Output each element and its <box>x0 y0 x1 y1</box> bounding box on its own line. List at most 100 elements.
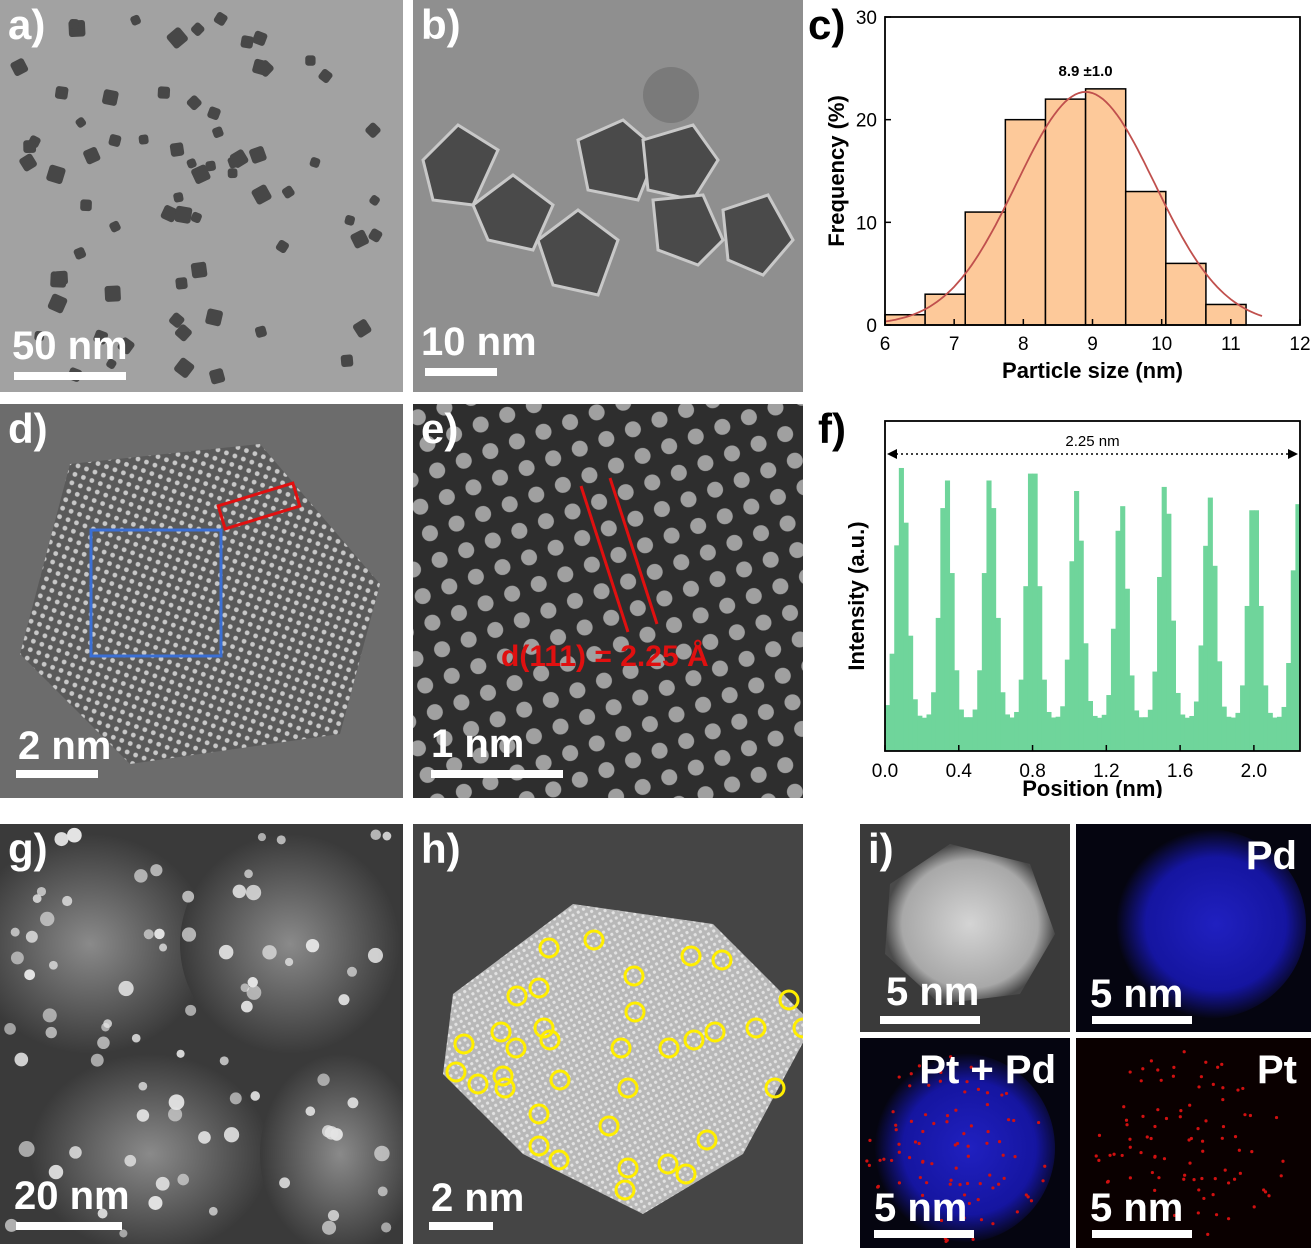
histogram-bar <box>1124 190 1167 326</box>
pt-signal-dot <box>1141 1067 1145 1071</box>
scale-bar-label-h: 2 nm <box>431 1176 525 1220</box>
pt-signal-dot <box>962 1216 966 1220</box>
profile-bar <box>1189 715 1195 751</box>
pt-signal-dot <box>923 1113 928 1117</box>
pt-signal-dot <box>954 1166 958 1170</box>
pt-signal-dot <box>1197 1188 1201 1192</box>
pt-signal-dot <box>1029 1199 1034 1203</box>
profile-bar <box>1161 486 1167 751</box>
profile-bar <box>949 573 955 751</box>
scale-bar-h <box>429 1222 493 1230</box>
nanoparticle <box>227 168 238 179</box>
panel-c-size-histogram: c) 6 7 8 9 10 11 12 0 10 20 30 Particle size (nm) Fr… <box>806 0 1311 392</box>
nanoparticle <box>251 184 272 205</box>
nanoparticle <box>54 86 69 100</box>
single-atom-marker <box>598 1115 620 1137</box>
scale-bar-a <box>14 372 126 380</box>
pt-signal-dot <box>976 1087 981 1091</box>
pt-signal-dot <box>1043 1164 1047 1168</box>
pt-signal-dot <box>1172 1065 1176 1070</box>
single-atom-marker <box>683 1029 705 1051</box>
metal-nanoparticle <box>134 869 148 883</box>
profile-bar <box>926 714 932 751</box>
pt-signal-dot <box>971 1237 975 1242</box>
panel-b-tem-image: b) 10 nm <box>413 0 803 392</box>
pt-signal-dot <box>939 1070 943 1075</box>
pt-signal-dot <box>1139 1079 1143 1083</box>
nanoparticle <box>93 329 109 345</box>
metal-nanoparticle <box>317 1073 330 1086</box>
pt-signal-dot <box>909 1072 913 1076</box>
profile-bar <box>1180 714 1186 751</box>
metal-nanoparticle <box>247 977 258 988</box>
pt-signal-dot <box>1001 1153 1005 1157</box>
nanoparticle <box>281 185 295 199</box>
lattice-image <box>20 444 380 764</box>
nanoparticle <box>23 140 37 153</box>
nanoparticle <box>344 215 356 226</box>
scale-bar-i-0 <box>880 1016 980 1024</box>
span-annotation: 2.25 nm <box>1065 433 1119 450</box>
pt-signal-dot <box>969 1065 973 1069</box>
pt-signal-dot <box>1204 1060 1208 1064</box>
pt-signal-dot <box>1192 1178 1196 1182</box>
histogram-bar <box>1004 118 1047 326</box>
profile-bar <box>1092 715 1098 751</box>
pt-signal-dot <box>1013 1155 1017 1159</box>
metal-nanoparticle <box>154 928 165 940</box>
nanoparticle <box>80 199 92 212</box>
profile-bar <box>1055 716 1061 751</box>
pt-signal-dot <box>1197 1085 1201 1089</box>
profile-bar <box>1064 659 1070 751</box>
metal-nanoparticle <box>223 1127 240 1143</box>
pt-signal-dot <box>1252 1205 1256 1209</box>
metal-nanoparticle <box>90 1053 104 1067</box>
nanoparticle <box>368 228 383 243</box>
profile-bar <box>986 480 992 751</box>
scale-bar-i-3 <box>1092 1230 1192 1238</box>
metal-nanoparticle <box>24 969 36 981</box>
fit-annotation: 8.9 ±1.0 <box>1059 63 1113 80</box>
profile-bar <box>1069 561 1075 751</box>
nanoparticle <box>169 142 185 157</box>
profile-bar <box>1212 565 1218 751</box>
nanoparticle <box>130 14 141 26</box>
nanoparticle <box>213 12 228 26</box>
pt-signal-dot <box>1243 1113 1247 1117</box>
pt-signal-dot <box>917 1141 921 1146</box>
profile-bar <box>1051 717 1057 751</box>
nanoparticle <box>190 261 208 279</box>
pt-signal-dot <box>1128 1176 1132 1180</box>
pt-signal-dot <box>1026 1195 1030 1199</box>
profile-bar <box>1226 716 1232 751</box>
profile-bar <box>1258 605 1264 751</box>
pt-signal-dot <box>1094 1154 1098 1158</box>
metal-nanoparticle <box>32 894 42 903</box>
pt-signal-dot <box>1236 1088 1240 1092</box>
nanoparticle <box>138 134 149 145</box>
x-axis-label: Particle size (nm) <box>1002 358 1183 383</box>
pt-signal-dot <box>1213 1177 1217 1181</box>
single-atom-marker <box>528 977 550 999</box>
pt-signal-dot <box>1267 1194 1271 1198</box>
nanocube-particles-closeup <box>421 67 795 297</box>
nanoparticle <box>175 277 188 290</box>
metal-nanoparticle <box>69 1146 82 1159</box>
nanocube-particles <box>10 12 383 385</box>
metal-nanoparticle <box>168 1107 183 1122</box>
span-arrow-left <box>887 449 897 459</box>
metal-nanoparticle <box>250 1091 261 1101</box>
pt-signal-dot <box>1149 1059 1153 1063</box>
metal-nanoparticle <box>136 1109 150 1122</box>
single-atom-marker <box>492 1065 514 1087</box>
nanoparticle <box>207 106 221 120</box>
nanoparticle <box>106 358 117 369</box>
pt-signal-dot <box>1187 1138 1191 1142</box>
span-arrow-right <box>1288 449 1298 459</box>
nanoparticle <box>102 89 119 106</box>
nanoparticle <box>205 160 216 172</box>
x-tick-label: 1.6 <box>1167 761 1193 782</box>
metal-nanoparticle <box>181 927 197 942</box>
pt-signal <box>1094 1050 1285 1239</box>
single-atom-marker <box>538 937 560 959</box>
